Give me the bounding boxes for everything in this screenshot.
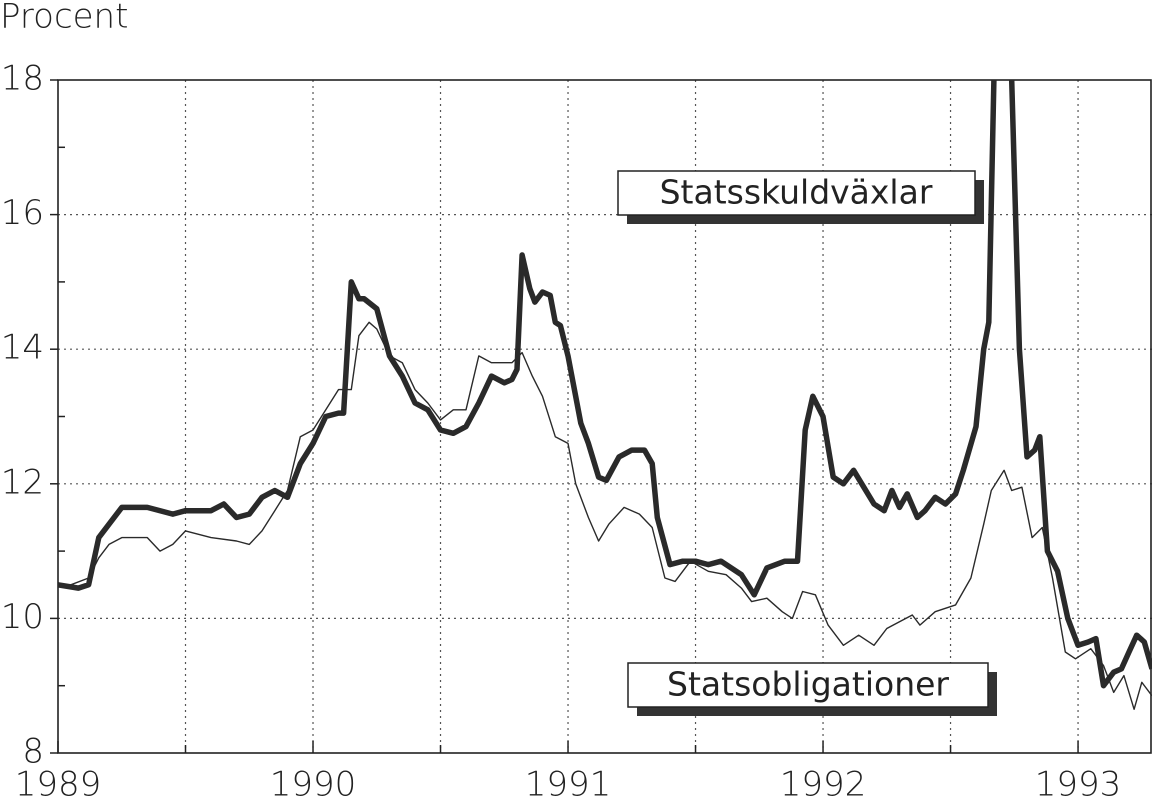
y-tick-label: 10 [1, 597, 44, 637]
y-tick-label: 14 [1, 328, 44, 368]
lines [58, 80, 1152, 710]
series-line [58, 80, 1152, 689]
x-tick-label: 1991 [525, 765, 612, 805]
x-tick-label: 1993 [1035, 765, 1122, 805]
y-tick-label: 18 [1, 59, 44, 99]
x-tick-label: 1992 [780, 765, 867, 805]
legend-label: Statsskuldväxlar [660, 173, 933, 212]
legend-box [627, 662, 989, 708]
y-tick-label: 8 [22, 732, 44, 772]
y-tick-label: 12 [1, 462, 44, 502]
legend-label: Statsobligationer [667, 665, 949, 704]
x-tick-label: 1989 [15, 765, 102, 805]
series-line [58, 321, 1152, 710]
x-tick-label: 1990 [270, 765, 357, 805]
legend-item: Statsskuldväxlar [617, 170, 984, 224]
legend-box [617, 170, 976, 216]
axes: 8 10 12 14 16 18 1989 1990 1991 1992 1993 [1, 59, 1152, 805]
plot-frame [57, 79, 1152, 754]
y-axis-label: Procent [0, 0, 128, 37]
legend-item: Statsobligationer [627, 662, 997, 716]
y-tick-label: 16 [1, 193, 44, 233]
